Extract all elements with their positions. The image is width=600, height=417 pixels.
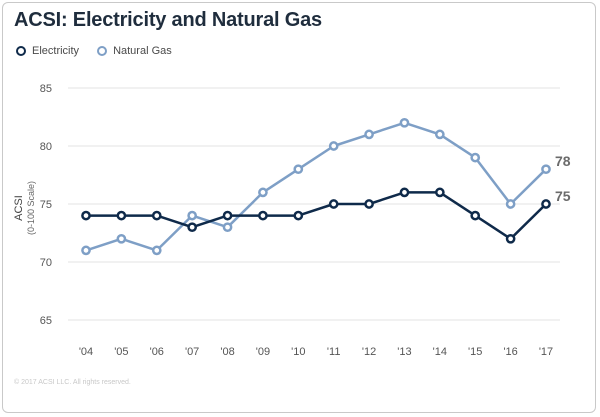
legend-label-electricity: Electricity — [32, 45, 80, 57]
data-point-natural-gas — [364, 129, 374, 140]
data-point-electricity — [222, 210, 233, 221]
y-axis-sublabel: (0-100 Scale) — [26, 181, 36, 235]
copyright-notice: © 2017 ACSI LLC. All rights reserved. — [14, 379, 131, 386]
y-axis-label: ACSI — [13, 195, 25, 221]
data-point-natural-gas — [328, 141, 339, 151]
data-point-natural-gas — [151, 245, 162, 256]
x-tick-label: '08 — [220, 346, 234, 358]
data-point-electricity — [328, 199, 339, 209]
y-tick-label: 80 — [40, 141, 52, 153]
data-point-natural-gas — [505, 199, 516, 209]
y-tick-label: 85 — [40, 83, 52, 95]
chart-title: ACSI: Electricity and Natural Gas — [14, 9, 322, 31]
x-tick-label: '10 — [291, 346, 305, 358]
data-point-electricity — [364, 199, 374, 209]
data-point-natural-gas — [258, 187, 268, 198]
data-point-electricity — [541, 199, 551, 209]
x-tick-label: '17 — [539, 346, 553, 358]
legend-item-electricity: Electricity — [16, 45, 79, 57]
data-point-electricity — [293, 210, 304, 221]
data-point-natural-gas — [541, 164, 551, 175]
x-tick-label: '05 — [114, 346, 128, 358]
data-point-electricity — [470, 210, 481, 221]
x-tick-label: '13 — [397, 346, 411, 358]
data-point-electricity — [505, 233, 516, 244]
data-point-electricity — [151, 210, 162, 221]
data-point-natural-gas — [81, 245, 91, 256]
x-tick-label: '07 — [185, 346, 199, 358]
x-tick-label: '11 — [327, 346, 341, 358]
chart-legend: Electricity Natural Gas — [16, 45, 184, 57]
y-tick-label: 70 — [40, 257, 52, 269]
x-tick-label: '14 — [433, 346, 447, 358]
data-point-electricity — [399, 187, 410, 198]
chart-frame — [2, 2, 596, 413]
data-point-natural-gas — [434, 129, 445, 140]
series-line-electricity — [86, 191, 547, 241]
legend-marker-natural-gas-icon — [97, 46, 108, 56]
legend-item-natural-gas: Natural Gas — [97, 45, 172, 57]
legend-marker-electricity-icon — [16, 46, 26, 56]
data-point-electricity — [258, 210, 268, 221]
y-tick-label: 75 — [40, 199, 52, 211]
data-point-natural-gas — [399, 117, 410, 128]
x-tick-label: '04 — [79, 346, 93, 358]
x-tick-label: '09 — [256, 346, 270, 358]
end-value-label-electricity: 75 — [555, 188, 571, 204]
y-tick-label: 65 — [40, 315, 52, 327]
data-point-electricity — [187, 222, 198, 233]
data-point-natural-gas — [293, 164, 304, 175]
end-value-label-natural-gas: 78 — [555, 153, 571, 169]
x-tick-label: '15 — [468, 346, 482, 358]
data-point-natural-gas — [116, 233, 127, 244]
data-point-electricity — [81, 210, 91, 221]
legend-label-natural-gas: Natural Gas — [113, 45, 172, 57]
x-tick-label: '06 — [150, 346, 164, 358]
data-point-natural-gas — [222, 222, 233, 233]
data-point-electricity — [116, 210, 127, 221]
data-point-natural-gas — [470, 152, 481, 163]
data-point-natural-gas — [187, 210, 198, 221]
x-tick-label: '12 — [362, 346, 376, 358]
data-point-electricity — [434, 187, 445, 198]
x-tick-label: '16 — [503, 346, 517, 358]
series-line-natural-gas — [85, 121, 547, 252]
